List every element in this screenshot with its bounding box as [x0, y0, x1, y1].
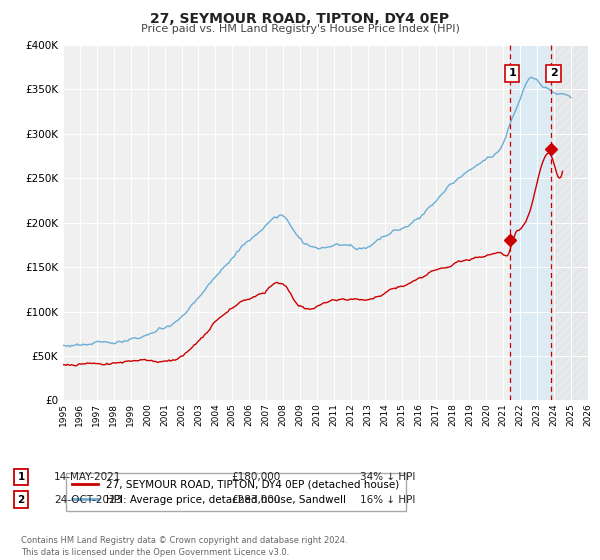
Text: 14-MAY-2021: 14-MAY-2021: [54, 472, 121, 482]
Text: 1: 1: [508, 68, 516, 78]
Legend: 27, SEYMOUR ROAD, TIPTON, DY4 0EP (detached house), HPI: Average price, detached: 27, SEYMOUR ROAD, TIPTON, DY4 0EP (detac…: [65, 473, 406, 511]
Text: 1: 1: [17, 472, 25, 482]
Text: 2: 2: [17, 494, 25, 505]
Text: £283,000: £283,000: [231, 494, 280, 505]
Text: £180,000: £180,000: [231, 472, 280, 482]
Text: 34% ↓ HPI: 34% ↓ HPI: [360, 472, 415, 482]
Text: 16% ↓ HPI: 16% ↓ HPI: [360, 494, 415, 505]
Bar: [509, 45, 551, 400]
Text: 24-OCT-2023: 24-OCT-2023: [54, 494, 122, 505]
Text: Price paid vs. HM Land Registry's House Price Index (HPI): Price paid vs. HM Land Registry's House …: [140, 24, 460, 34]
Text: Contains HM Land Registry data © Crown copyright and database right 2024.
This d: Contains HM Land Registry data © Crown c…: [21, 536, 347, 557]
Text: 27, SEYMOUR ROAD, TIPTON, DY4 0EP: 27, SEYMOUR ROAD, TIPTON, DY4 0EP: [151, 12, 449, 26]
Bar: [551, 45, 588, 400]
Text: 2: 2: [550, 68, 557, 78]
